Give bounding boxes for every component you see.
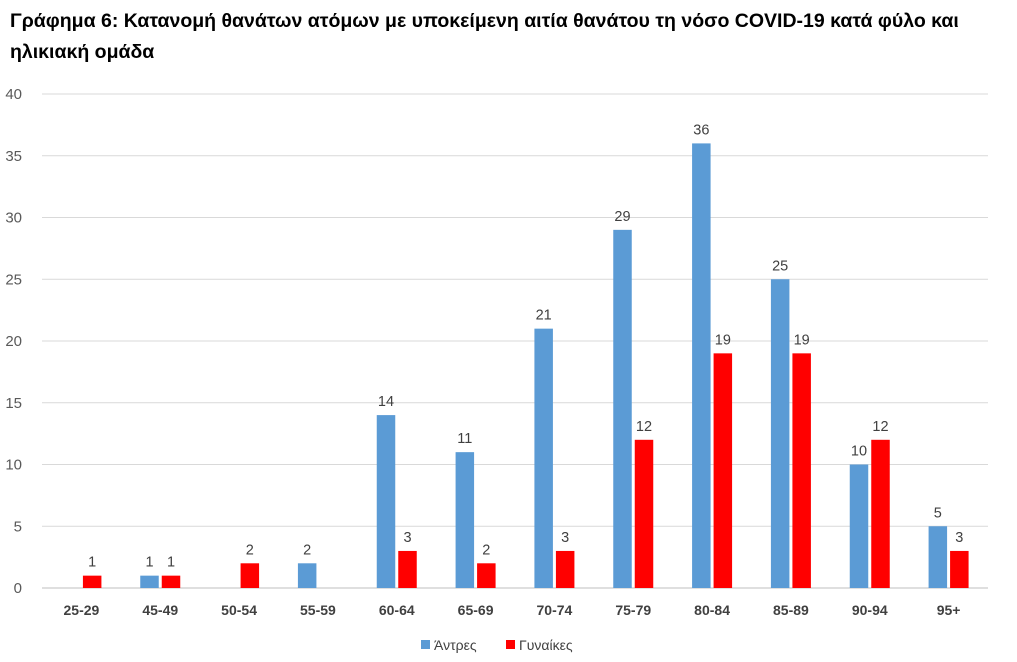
data-label: 14 — [378, 394, 394, 410]
bar-women — [713, 353, 733, 588]
data-label: 1 — [88, 555, 96, 571]
data-label: 3 — [403, 530, 411, 546]
data-label: 12 — [872, 419, 888, 435]
bar-women — [950, 550, 969, 588]
data-label: 3 — [955, 530, 963, 546]
legend-swatch — [506, 640, 515, 649]
y-tick-label: 0 — [14, 580, 22, 597]
bar-women — [555, 550, 575, 588]
y-tick-label: 5 — [14, 518, 22, 535]
y-tick-label: 35 — [5, 148, 22, 165]
data-label: 1 — [145, 555, 153, 571]
x-axis-ticks: 25-29 45-49 50-54 55-59 60-64 65-69 70-74 75-79… — [64, 602, 961, 618]
data-label: 36 — [693, 122, 709, 138]
bar-men — [770, 279, 790, 588]
bar-men — [376, 415, 396, 588]
bar-women — [792, 353, 811, 588]
data-label: 1 — [167, 555, 175, 571]
bar-women — [82, 575, 102, 588]
data-label: 2 — [482, 542, 490, 558]
data-label: 3 — [561, 530, 569, 546]
x-tick-label: 95+ — [937, 602, 961, 618]
bar-men — [692, 143, 711, 588]
bar-women — [871, 439, 890, 588]
data-label: 11 — [457, 431, 472, 447]
data-label: 19 — [715, 332, 731, 348]
bar-men — [613, 229, 632, 588]
x-tick-label: 25-29 — [64, 602, 100, 618]
gridlines — [42, 93, 988, 589]
bars — [82, 143, 969, 588]
bar-men — [455, 452, 475, 588]
y-tick-label: 25 — [5, 271, 22, 288]
bar-women — [161, 575, 181, 588]
bar-women — [634, 439, 654, 588]
y-tick-label: 15 — [5, 395, 22, 412]
x-tick-label: 80-84 — [694, 602, 730, 618]
legend-swatch — [421, 640, 430, 649]
bar-men — [928, 526, 948, 588]
x-tick-label: 85-89 — [773, 602, 809, 618]
chart-title: Γράφημα 6: Κατανομή θανάτων ατόμων με υπ… — [10, 10, 959, 63]
x-tick-label: 70-74 — [537, 602, 573, 618]
data-label: 21 — [536, 308, 552, 324]
bar-women — [398, 550, 417, 588]
y-tick-label: 40 — [5, 86, 22, 103]
bar-men — [297, 563, 317, 588]
data-label: 25 — [772, 258, 788, 274]
data-label: 12 — [636, 419, 652, 435]
data-label: 29 — [614, 209, 630, 225]
x-tick-label: 75-79 — [615, 602, 651, 618]
x-tick-label: 50-54 — [221, 602, 257, 618]
bar-women — [477, 563, 496, 588]
data-label: 5 — [934, 505, 942, 521]
y-axis-ticks: 0 5 10 15 20 25 30 35 40 — [5, 86, 22, 597]
legend: Άντρες Γυναίκες — [421, 637, 573, 653]
bar-men — [140, 575, 159, 588]
x-tick-label: 65-69 — [458, 602, 494, 618]
bar-men — [534, 328, 553, 588]
data-label: 2 — [246, 542, 254, 558]
y-tick-label: 30 — [5, 210, 22, 227]
data-label: 10 — [851, 444, 867, 460]
data-label: 2 — [303, 542, 311, 558]
bar-women — [240, 563, 260, 588]
y-tick-label: 20 — [5, 333, 22, 350]
x-tick-label: 55-59 — [300, 602, 336, 618]
x-tick-label: 45-49 — [142, 602, 178, 618]
legend-label: Γυναίκες — [519, 637, 573, 653]
legend-label: Άντρες — [434, 637, 477, 653]
data-label: 19 — [794, 332, 810, 348]
bar-men — [849, 464, 869, 588]
x-tick-label: 60-64 — [379, 602, 415, 618]
y-tick-label: 10 — [5, 457, 22, 474]
x-tick-label: 90-94 — [852, 602, 888, 618]
